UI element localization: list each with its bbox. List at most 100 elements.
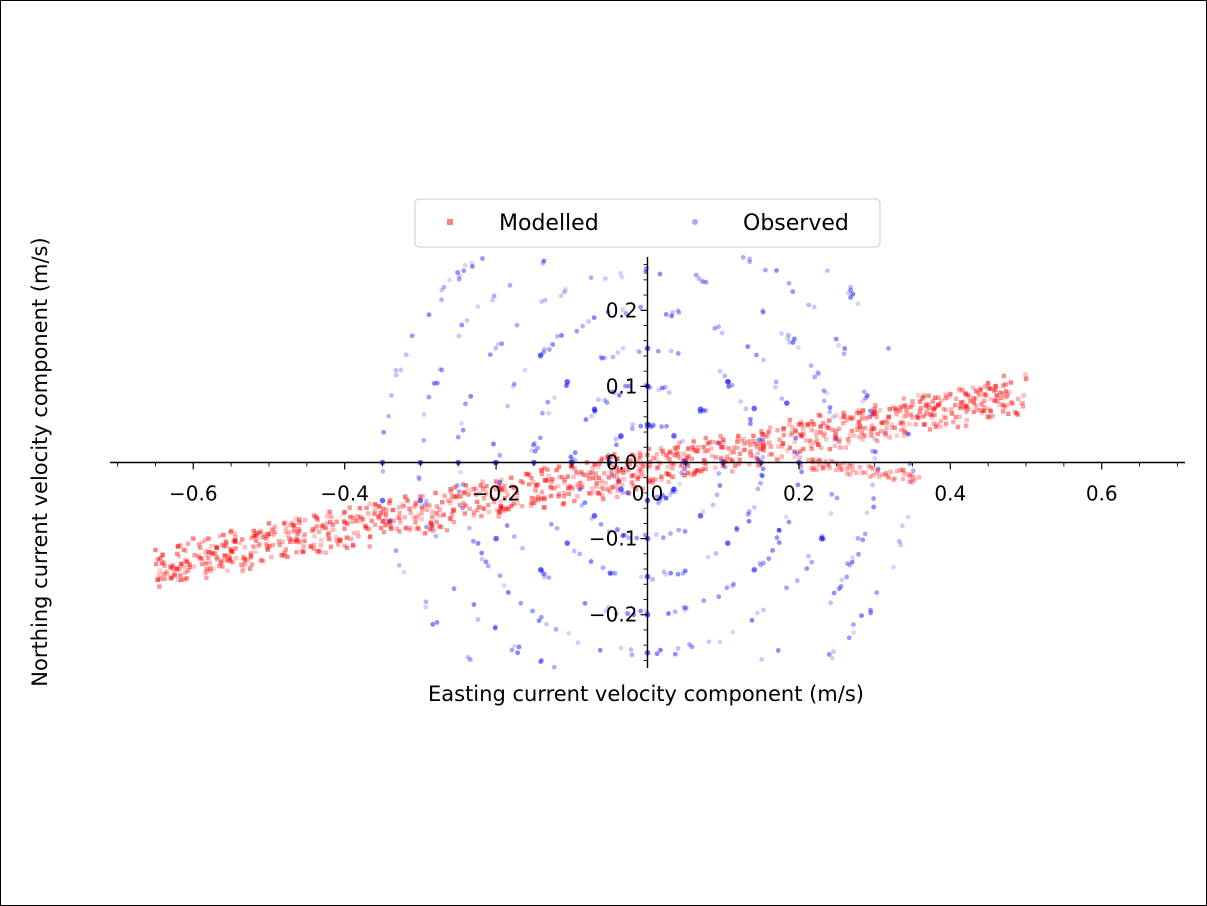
modelled-point [264,541,269,547]
observed-point [844,574,850,580]
modelled-point [883,431,888,436]
modelled-point [208,543,214,549]
observed-point [380,469,386,474]
modelled-point [203,570,208,576]
modelled-point [907,474,912,479]
modelled-point [458,494,463,499]
modelled-point [810,418,815,424]
observed-point [759,656,765,662]
modelled-point [511,501,516,507]
modelled-point [901,426,906,431]
modelled-point [499,477,504,483]
modelled-point [614,483,619,488]
observed-point [760,473,765,479]
modelled-point [828,458,834,464]
modelled-point [292,523,297,528]
modelled-point [780,440,786,446]
modelled-point [892,425,897,431]
modelled-point [869,423,875,428]
modelled-point [781,432,787,438]
observed-point [808,363,814,369]
modelled-point [463,503,468,508]
observed-point [831,590,837,596]
observed-point [561,289,567,295]
observed-point [616,392,622,398]
modelled-point [921,393,927,398]
modelled-point [659,477,664,482]
modelled-point [850,468,855,473]
modelled-point [506,506,511,512]
modelled-point [268,531,273,537]
observed-point [386,413,391,419]
modelled-point [223,543,229,549]
modelled-point [509,475,514,480]
observed-point [468,393,474,399]
observed-point [700,509,706,514]
observed-point [497,573,503,579]
observed-point [656,500,661,506]
modelled-point [596,475,602,481]
modelled-point [448,516,454,522]
modelled-point [994,394,1000,399]
modelled-point [679,462,684,468]
modelled-point [397,529,402,534]
observed-point [675,308,681,313]
modelled-point [920,394,926,400]
modelled-point [735,436,741,441]
modelled-point [337,537,342,542]
observed-point [605,309,611,315]
modelled-point [502,483,507,489]
modelled-point [258,529,264,534]
modelled-point [214,545,220,551]
modelled-point [902,429,907,435]
modelled-point [484,491,489,497]
modelled-point [702,458,707,464]
observed-point [827,409,833,415]
modelled-point [1020,404,1026,409]
observed-point [434,620,440,625]
observed-point [623,311,629,316]
modelled-point [538,496,544,501]
modelled-point [654,456,659,462]
observed-point [538,614,544,620]
modelled-point [779,444,785,449]
observed-point [734,527,740,532]
observed-point [504,523,510,528]
observed-point [522,367,528,373]
modelled-point [902,403,908,408]
modelled-point [598,458,603,464]
modelled-point [649,478,655,483]
observed-point [758,480,763,486]
observed-point [612,570,618,576]
modelled-point [518,479,524,484]
observed-point [759,437,765,442]
modelled-point [872,411,877,416]
observed-point [589,516,595,521]
modelled-point [877,474,882,479]
modelled-point [605,487,610,492]
modelled-point [589,470,595,476]
observed-point [681,458,687,463]
modelled-point [378,525,384,531]
modelled-point [1015,412,1021,417]
modelled-point [947,393,953,399]
modelled-point [279,552,285,558]
modelled-point [824,423,830,429]
modelled-point [453,494,458,500]
modelled-point [363,525,369,531]
observed-point [755,486,761,492]
modelled-point [587,470,592,475]
observed-point [654,651,660,657]
modelled-point [628,458,633,463]
modelled-point [801,446,806,452]
modelled-point [960,387,965,393]
modelled-point [753,441,758,447]
modelled-point [251,528,257,534]
observed-point [775,648,781,653]
modelled-point [714,440,719,445]
modelled-point [678,464,683,469]
observed-point [630,422,636,427]
modelled-point [801,423,806,428]
modelled-point [297,517,302,522]
modelled-point [535,482,541,487]
